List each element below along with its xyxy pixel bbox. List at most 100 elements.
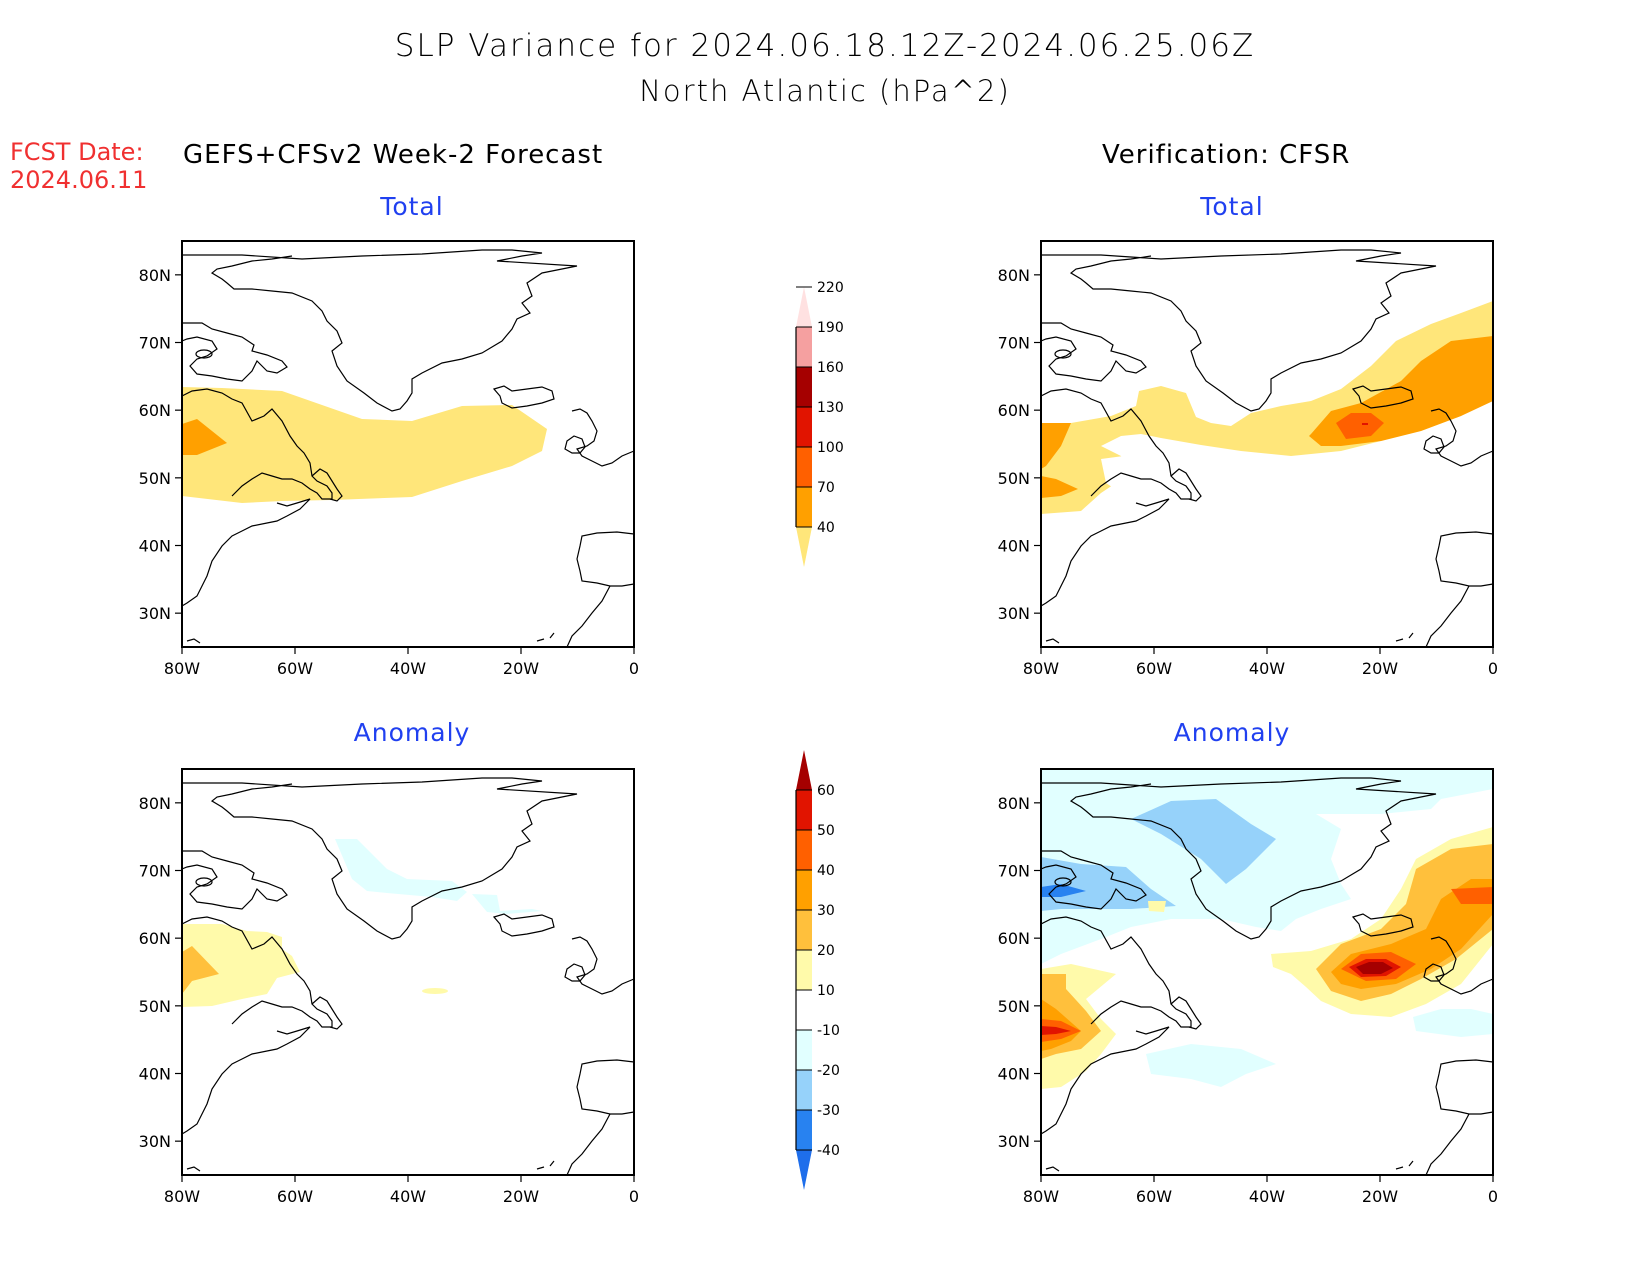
colorbar-label: 60: [817, 783, 835, 799]
colorbar-swatch: [796, 487, 812, 527]
colorbar-label: 40: [817, 863, 835, 879]
x-tick-label: 80W: [164, 1187, 200, 1206]
y-tick-label: 80N: [998, 266, 1030, 285]
colorbar-swatch: [796, 990, 812, 1030]
colorbar-swatch: [796, 950, 812, 990]
colorbar-swatch: [796, 407, 812, 447]
forecast-total-title: Total: [380, 192, 444, 221]
colorbar-anomaly: -40 -30 -20 -10 10 20 30 40 50 60: [795, 750, 840, 1190]
colorbar-swatch: [796, 830, 812, 870]
verification-anomaly-contour-60: [1356, 962, 1393, 974]
colorbar-label: -10: [817, 1023, 840, 1039]
colorbar-total: 40 70 100 130 160 190 220: [795, 280, 844, 567]
colorbar-arrow-top: [796, 287, 812, 327]
y-tick-label: 70N: [998, 862, 1030, 881]
colorbar-swatch: [796, 1030, 812, 1070]
colorbar-arrow-bottom: [796, 527, 812, 567]
colorbar-label: -40: [817, 1143, 840, 1159]
colorbar-label: 220: [817, 280, 844, 296]
colorbar-swatch: [796, 910, 812, 950]
colorbar-label: 40: [817, 520, 835, 536]
axes-layer: 80W 60W 40W 20W 0 30N 40N 50N 60N 70N 80N 80W 60W 40W…: [139, 266, 1498, 1206]
verification-anomaly-contour-neg20: [1131, 799, 1276, 884]
forecast-anomaly-contour-10: [182, 924, 300, 1007]
main-subtitle: North Atlantic (hPa^2): [639, 74, 1011, 108]
forecast-anomaly-contour-neg10: [335, 839, 467, 901]
colorbar-arrow-top: [796, 750, 812, 790]
verification-total-contour-130: [1362, 423, 1368, 425]
colorbar-swatch: [796, 790, 812, 830]
y-tick-label: 50N: [139, 469, 171, 488]
y-tick-label: 80N: [139, 266, 171, 285]
colorbar-swatch: [796, 1070, 812, 1110]
colorbar-label: -20: [817, 1063, 840, 1079]
verification-anomaly-title: Anomaly: [1173, 718, 1291, 747]
y-tick-label: 70N: [998, 334, 1030, 353]
x-tick-label: 40W: [1249, 1187, 1285, 1206]
colorbar-swatch: [796, 367, 812, 407]
forecast-total-contour-70: [182, 419, 227, 455]
y-tick-label: 30N: [998, 604, 1030, 623]
verification-anomaly-contour-50b: [1041, 1026, 1071, 1035]
verification-total-panel: [1040, 240, 1494, 648]
colorbar-swatch: [796, 1110, 812, 1150]
y-tick-label: 40N: [998, 537, 1030, 556]
y-tick-label: 30N: [139, 1132, 171, 1151]
verification-total-white-hole: [1101, 455, 1171, 493]
x-tick-label: 80W: [1023, 1187, 1059, 1206]
colorbar-label: 160: [817, 360, 844, 376]
colorbar-swatch: [796, 327, 812, 367]
y-tick-label: 60N: [139, 401, 171, 420]
x-tick-label: 20W: [1362, 659, 1398, 678]
forecast-anomaly-contour-neg10b: [472, 894, 542, 914]
verification-anomaly-contour-40b: [1451, 887, 1493, 904]
colorbar-label: 190: [817, 320, 844, 336]
x-tick-label: 80W: [164, 659, 200, 678]
colorbar-label: 20: [817, 943, 835, 959]
forecast-anomaly-spot: [422, 988, 448, 994]
y-tick-label: 60N: [998, 929, 1030, 948]
forecast-anomaly-panel: [181, 768, 635, 1176]
colorbar-label: -30: [817, 1103, 840, 1119]
forecast-total-panel: [181, 240, 635, 648]
x-tick-label: 0: [629, 1187, 639, 1206]
y-tick-label: 60N: [998, 401, 1030, 420]
colorbar-label: 70: [817, 480, 835, 496]
y-tick-label: 50N: [998, 997, 1030, 1016]
colorbar-swatch: [796, 447, 812, 487]
colorbar-label: 130: [817, 400, 844, 416]
x-tick-label: 60W: [277, 1187, 313, 1206]
x-tick-label: 0: [1488, 659, 1498, 678]
colorbar-arrow-bottom: [796, 1150, 812, 1190]
verification-anomaly-contour-neg10d: [1413, 1009, 1493, 1037]
y-tick-label: 50N: [139, 997, 171, 1016]
verification-anomaly-contour-neg10c: [1146, 1044, 1276, 1087]
forecast-anomaly-contour-20: [182, 946, 219, 994]
x-tick-label: 0: [1488, 1187, 1498, 1206]
y-tick-label: 40N: [998, 1065, 1030, 1084]
forecast-date: FCST Date: 2024.06.11: [10, 138, 147, 194]
x-tick-label: 40W: [390, 1187, 426, 1206]
forecast-date-value: 2024.06.11: [10, 166, 148, 194]
y-tick-label: 40N: [139, 537, 171, 556]
y-tick-label: 40N: [139, 1065, 171, 1084]
x-tick-label: 60W: [277, 659, 313, 678]
verification-total-contour-70c: [1041, 476, 1078, 498]
x-tick-label: 60W: [1136, 1187, 1172, 1206]
colorbar-label: 100: [817, 440, 844, 456]
x-tick-label: 40W: [1249, 659, 1285, 678]
y-tick-label: 80N: [998, 794, 1030, 813]
verification-anomaly-panel: [1040, 768, 1494, 1176]
forecast-date-label: FCST Date:: [10, 138, 144, 166]
x-tick-label: 20W: [503, 659, 539, 678]
colorbar-swatch: [796, 870, 812, 910]
x-tick-label: 20W: [1362, 1187, 1398, 1206]
forecast-column-header: GEFS+CFSv2 Week-2 Forecast: [183, 140, 604, 170]
verification-total-contour-70b: [1041, 423, 1071, 469]
colorbar-label: 30: [817, 903, 835, 919]
y-tick-label: 30N: [139, 604, 171, 623]
x-tick-label: 60W: [1136, 659, 1172, 678]
y-tick-label: 70N: [139, 334, 171, 353]
x-tick-label: 0: [629, 659, 639, 678]
colorbar-label: 10: [817, 983, 835, 999]
